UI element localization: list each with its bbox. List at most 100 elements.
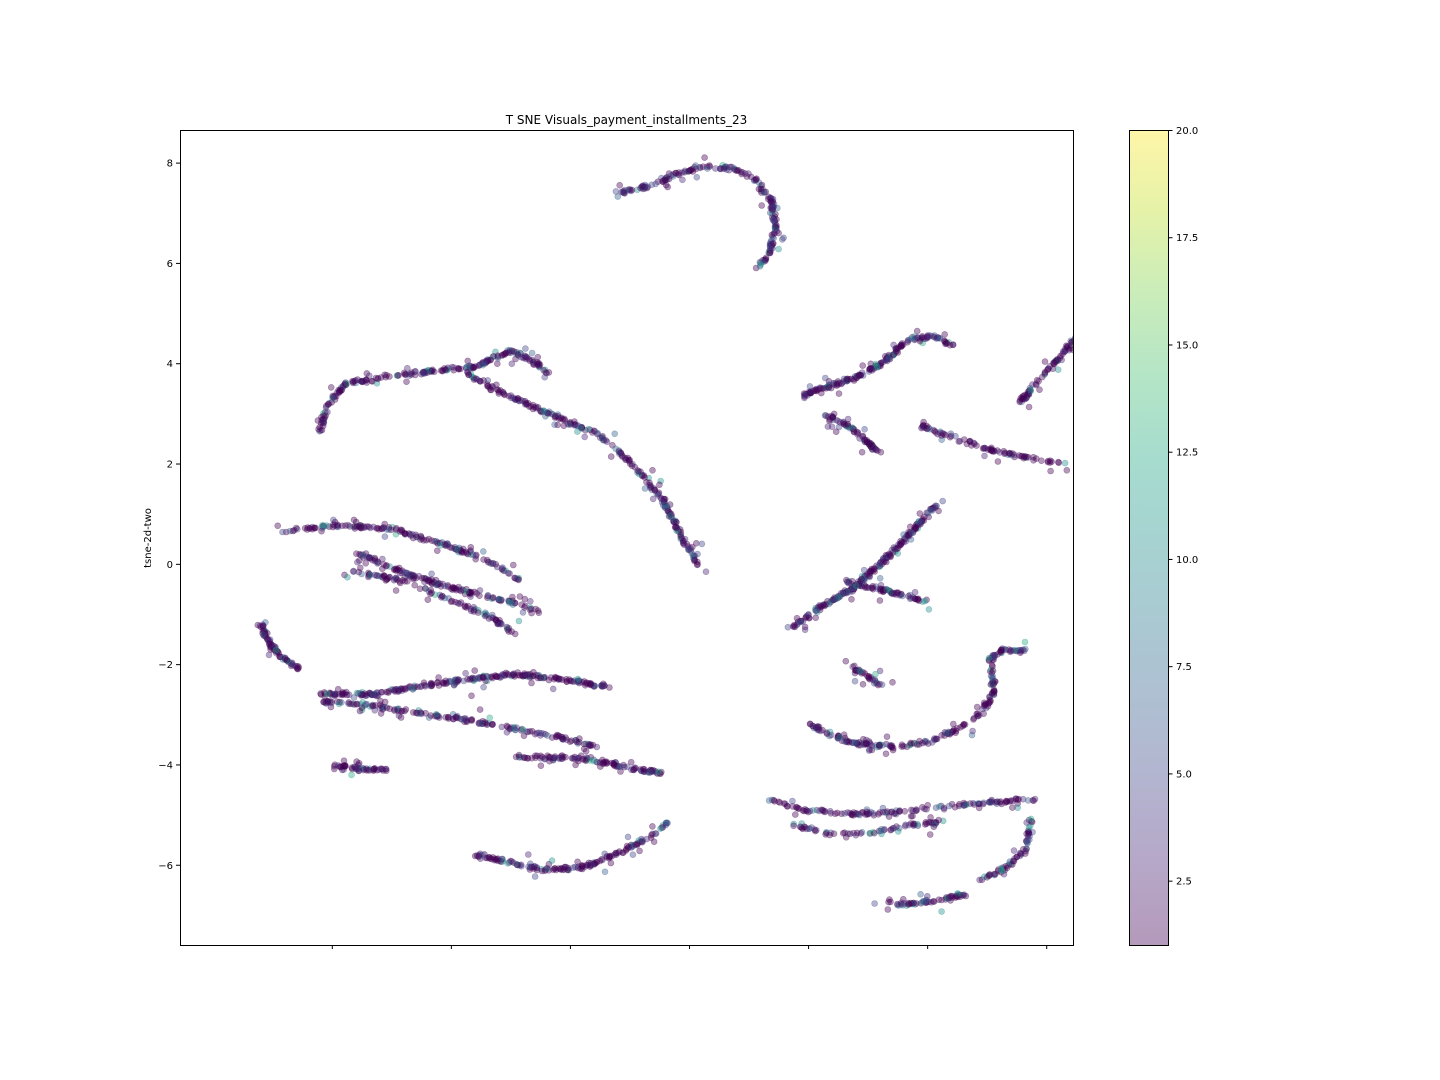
scatter-point: [1263, 436, 1269, 442]
scatter-point: [396, 372, 402, 378]
scatter-point: [429, 571, 435, 577]
scatter-point: [315, 418, 321, 424]
scatter-point: [1084, 347, 1090, 353]
scatter-point: [1245, 402, 1251, 408]
scatter-point: [1209, 409, 1215, 415]
scatter-point: [1117, 590, 1123, 596]
scatter-point: [1260, 429, 1266, 435]
scatter-point: [836, 391, 842, 397]
scatter-point: [512, 631, 518, 637]
scatter-point: [702, 155, 708, 161]
scatter-point: [931, 334, 937, 340]
scatter-point: [1255, 417, 1261, 423]
colorbar-tick-label: 12.5: [1176, 448, 1198, 459]
scatter-point: [1079, 333, 1085, 339]
scatter-point: [1203, 675, 1209, 681]
scatter-point: [1195, 671, 1201, 677]
scatter-point: [1123, 319, 1129, 325]
scatter-point: [1077, 417, 1083, 423]
scatter-point: [1101, 479, 1107, 485]
scatter-point: [555, 422, 561, 428]
scatter-point: [931, 824, 937, 830]
scatter-point: [837, 734, 843, 740]
scatter-point: [1256, 426, 1262, 432]
scatter-point: [379, 566, 385, 572]
scatter-point: [463, 670, 469, 676]
scatter-point: [925, 510, 931, 516]
scatter-point: [617, 764, 623, 770]
scatter-point: [990, 682, 996, 688]
scatter-point: [397, 578, 403, 584]
scatter-point: [1024, 839, 1030, 845]
scatter-point: [1202, 675, 1208, 681]
scatter-point: [659, 499, 665, 505]
scatter-point: [1116, 578, 1122, 584]
scatter-point: [704, 166, 710, 172]
scatter-point: [375, 525, 381, 531]
scatter-point: [982, 445, 988, 451]
scatter-point: [380, 574, 386, 580]
scatter-point: [1236, 399, 1242, 405]
scatter-point: [1115, 329, 1121, 335]
scatter-point: [914, 807, 920, 813]
scatter-point: [571, 419, 577, 425]
scatter-point: [630, 852, 636, 858]
scatter-point: [1169, 546, 1175, 552]
scatter-point: [1220, 627, 1226, 633]
scatter-point: [789, 798, 795, 804]
scatter-point: [873, 446, 879, 452]
scatter-point: [833, 429, 839, 435]
scatter-point: [1108, 326, 1114, 332]
scatter-point: [1122, 416, 1128, 422]
scatter-point: [428, 681, 434, 687]
scatter-point: [650, 467, 656, 473]
scatter-point: [1200, 413, 1206, 419]
scatter-point: [280, 529, 286, 535]
scatter-point: [1018, 648, 1024, 654]
scatter-point: [266, 652, 272, 658]
scatter-point: [1259, 430, 1265, 436]
scatter-point: [1113, 560, 1119, 566]
scatter-point: [850, 812, 856, 818]
scatter-point: [1088, 413, 1094, 419]
scatter-point: [1231, 399, 1237, 405]
scatter-point: [516, 618, 522, 624]
scatter-point: [1248, 587, 1254, 593]
scatter-point: [485, 383, 491, 389]
scatter-point: [328, 384, 334, 390]
scatter-point: [468, 590, 474, 596]
scatter-point: [941, 806, 947, 812]
scatter-point: [1258, 619, 1264, 625]
scatter-point: [1255, 422, 1261, 428]
scatter-point: [1080, 332, 1086, 338]
scatter-point: [905, 338, 911, 344]
scatter-point: [378, 710, 384, 716]
scatter-point: [1192, 580, 1198, 586]
scatter-point: [766, 798, 772, 804]
scatter-point: [1112, 540, 1118, 546]
scatter-point: [841, 738, 847, 744]
scatter-point: [1110, 532, 1116, 538]
scatter-point: [1047, 460, 1053, 466]
scatter-point: [1107, 415, 1113, 421]
scatter-point: [1265, 441, 1271, 447]
scatter-point: [877, 575, 883, 581]
scatter-point: [374, 560, 380, 566]
scatter-point: [1102, 461, 1108, 467]
scatter-point: [483, 678, 489, 684]
scatter-point: [776, 246, 782, 252]
scatter-point: [1074, 348, 1080, 354]
scatter-point: [540, 731, 546, 737]
scatter-point: [539, 868, 545, 874]
scatter-point: [1217, 622, 1223, 628]
scatter-point: [496, 596, 502, 602]
scatter-point: [814, 608, 820, 614]
scatter-point: [1104, 559, 1110, 565]
scatter-point: [344, 574, 350, 580]
scatter-point: [762, 190, 768, 196]
scatter-point: [1271, 434, 1277, 440]
scatter-point: [626, 844, 632, 850]
scatter-point: [382, 534, 388, 540]
scatter-point: [330, 524, 336, 530]
scatter-point: [1109, 529, 1115, 535]
